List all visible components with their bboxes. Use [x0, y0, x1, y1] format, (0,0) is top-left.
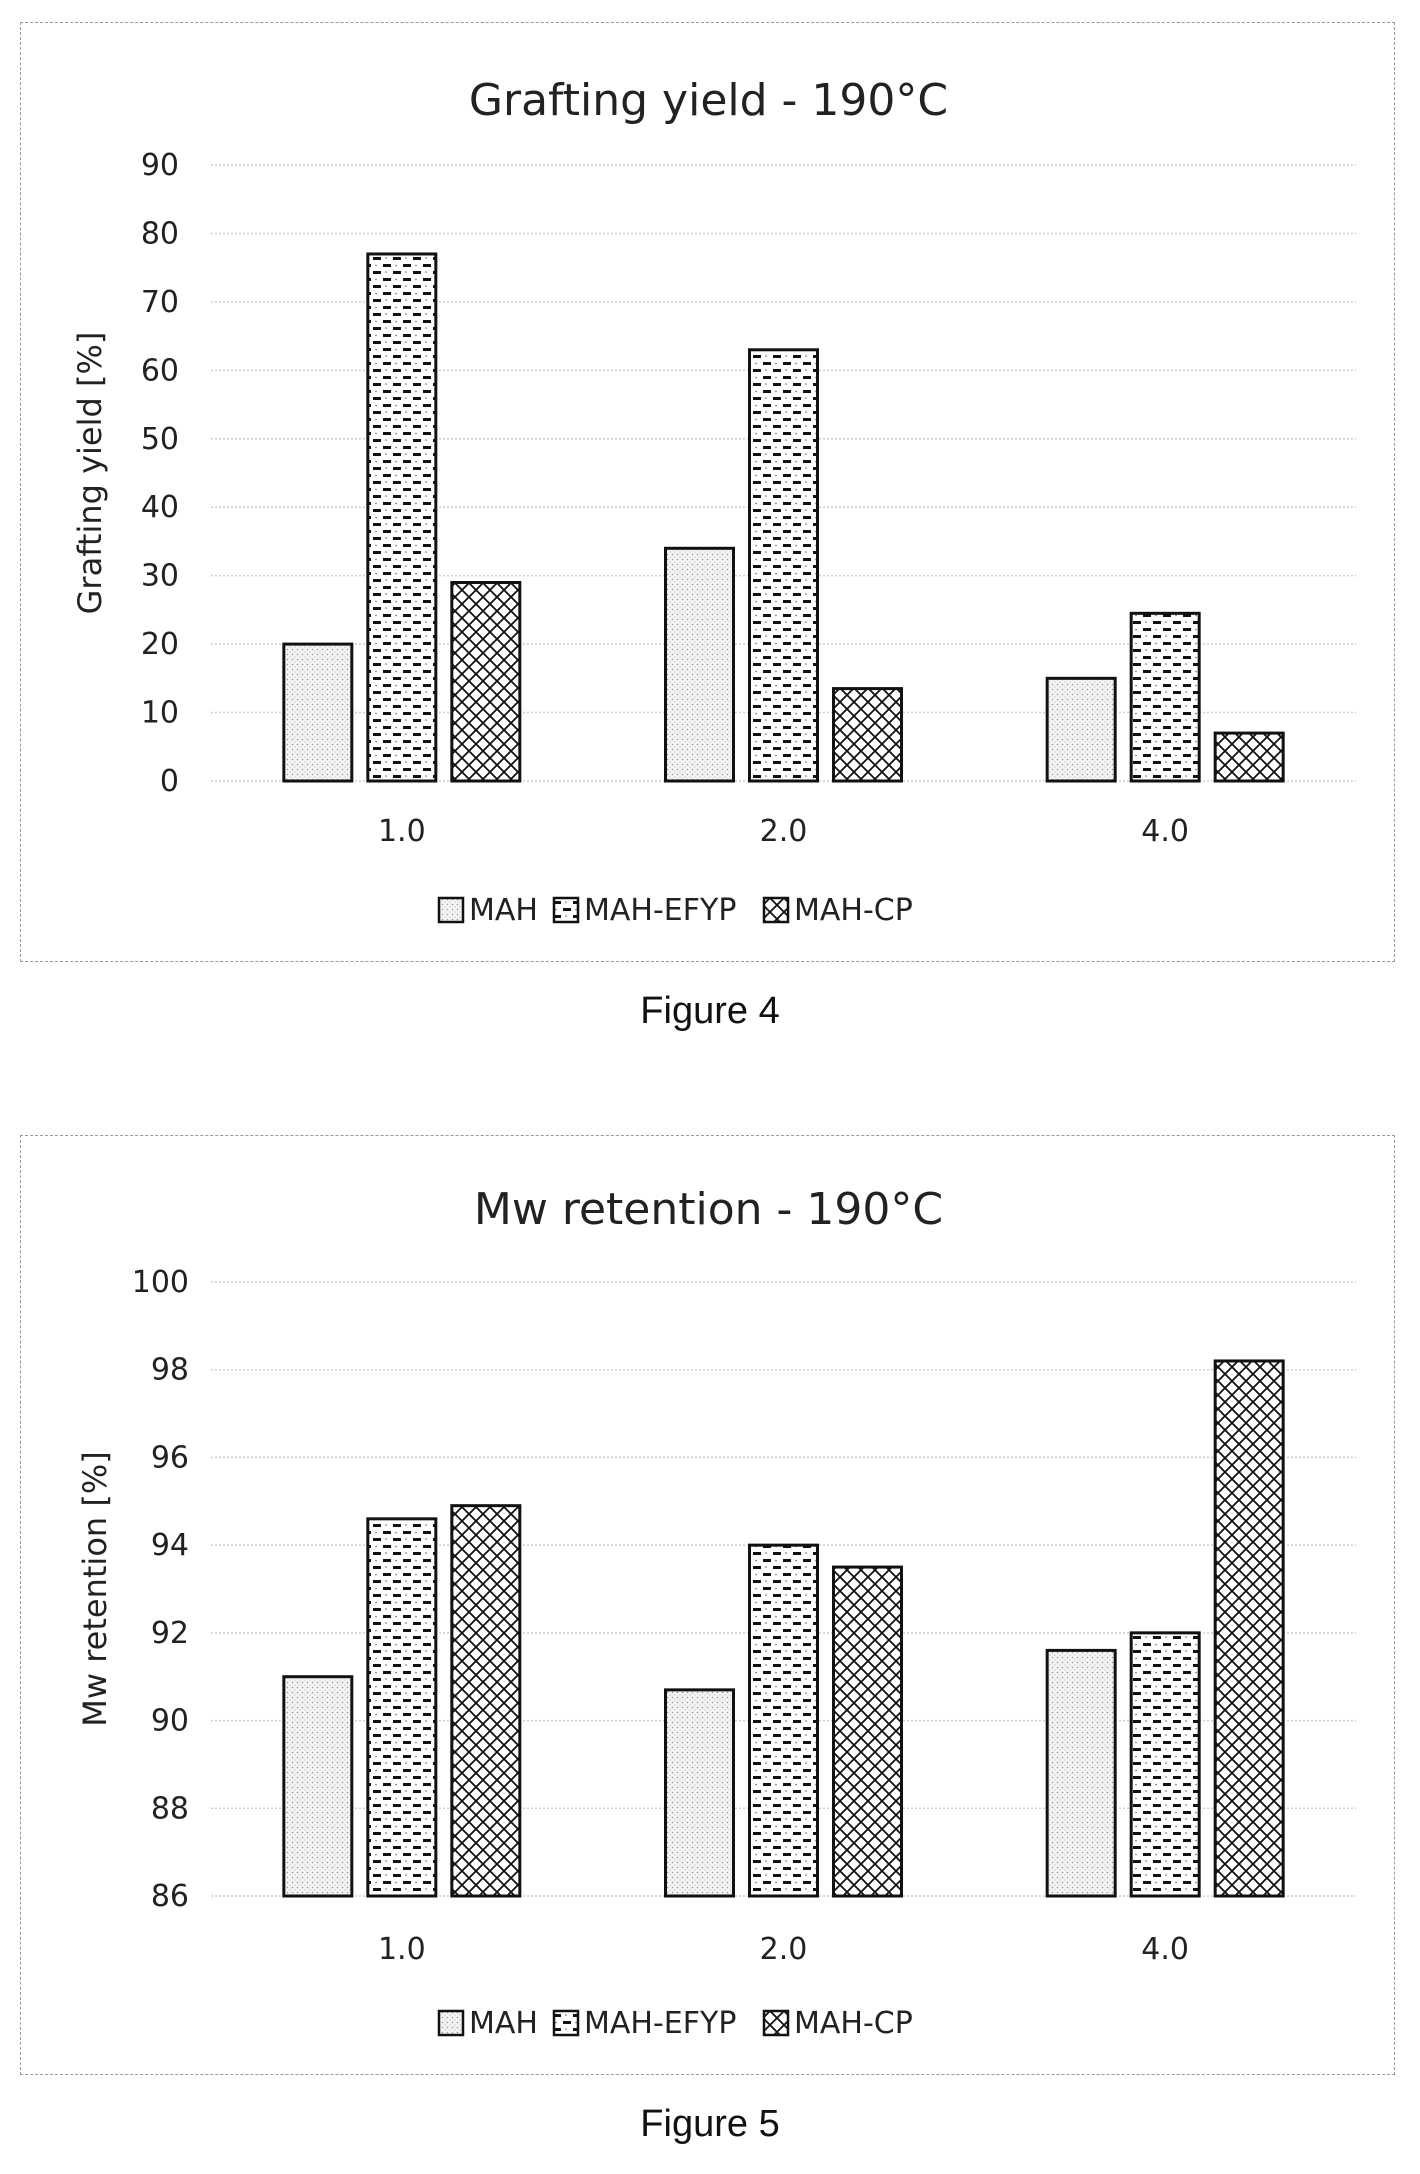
- chart-title: Mw retention - 190°C: [474, 1184, 943, 1235]
- bar-mah-cp-2.0: [832, 687, 903, 783]
- bar-mah-efyp-1.0: [366, 252, 438, 783]
- chart-mw-retention-svg: Mw retention - 190°C 86 88 90 92 94 96 98 100 Mw …: [76, 1184, 1356, 2041]
- y-tick-label: 70: [141, 285, 179, 320]
- bar-mah-1.0: [282, 642, 354, 783]
- y-tick-label: 98: [151, 1353, 189, 1388]
- legend-swatch-mah-cp: [762, 2009, 790, 2037]
- y-tick-label: 0: [160, 764, 179, 799]
- bar-mah-efyp-1.0: [366, 1517, 438, 1898]
- x-category-label: 2.0: [760, 814, 808, 849]
- y-tick-label: 40: [141, 490, 179, 525]
- bar-mah-2.0: [664, 546, 735, 783]
- bar-mah-1.0: [282, 1675, 354, 1898]
- bar-mah-4.0: [1045, 676, 1117, 783]
- y-tick-label: 96: [151, 1440, 189, 1475]
- bar-mah-cp-1.0: [450, 1504, 522, 1898]
- legend-label-mah: MAH: [469, 2006, 538, 2041]
- chart-grafting-yield-svg: Grafting yield - 190°C 0 10 20 30 40 50 60 70 80 9…: [71, 75, 1356, 928]
- bar-mah-cp-2.0: [832, 1565, 903, 1898]
- x-category-label: 2.0: [760, 1932, 808, 1967]
- legend-label-mah-efyp: MAH-EFYP: [584, 893, 736, 928]
- bar-mah-cp-4.0: [1213, 731, 1285, 783]
- bar-mah-efyp-2.0: [748, 348, 819, 783]
- bar-mah-efyp-2.0: [748, 1543, 819, 1898]
- y-tick-label: 90: [151, 1704, 189, 1739]
- chart-grafting-yield: Grafting yield - 190°C 0 10 20 30 40 50 60 70 80 9…: [20, 22, 1395, 962]
- y-tick-label: 86: [151, 1879, 189, 1914]
- legend-label-mah-cp: MAH-CP: [794, 2006, 913, 2041]
- y-tick-label: 80: [141, 216, 179, 251]
- y-tick-label: 94: [151, 1528, 189, 1563]
- legend-swatch-mah-efyp: [552, 2009, 580, 2037]
- y-tick-label: 100: [132, 1265, 189, 1300]
- chart-mw-retention: Mw retention - 190°C 86 88 90 92 94 96 98 100 Mw …: [20, 1135, 1395, 2075]
- legend-swatch-mah: [437, 896, 465, 924]
- y-axis-label: Mw retention [%]: [76, 1451, 114, 1726]
- y-tick-label: 88: [151, 1791, 189, 1826]
- x-category-label: 1.0: [378, 814, 426, 849]
- x-category-label: 4.0: [1141, 1932, 1189, 1967]
- bar-mah-2.0: [664, 1688, 735, 1898]
- legend-label-mah-efyp: MAH-EFYP: [584, 2006, 736, 2041]
- bar-mah-efyp-4.0: [1129, 1631, 1201, 1898]
- y-tick-label: 60: [141, 353, 179, 388]
- legend-swatch-mah-efyp: [552, 896, 580, 924]
- y-tick-label: 30: [141, 559, 179, 594]
- bar-mah-efyp-4.0: [1129, 611, 1201, 783]
- figure-5-caption: Figure 5: [640, 2103, 780, 2145]
- y-tick-label: 10: [141, 696, 179, 731]
- bar-mah-4.0: [1045, 1648, 1117, 1898]
- y-tick-label: 90: [141, 148, 179, 183]
- chart-title: Grafting yield - 190°C: [469, 75, 948, 126]
- bar-mah-cp-1.0: [450, 581, 522, 783]
- y-axis-label: Grafting yield [%]: [71, 332, 109, 615]
- legend-label-mah: MAH: [469, 893, 538, 928]
- x-category-label: 1.0: [378, 1932, 426, 1967]
- x-category-label: 4.0: [1141, 814, 1189, 849]
- bar-mah-cp-4.0: [1213, 1359, 1285, 1898]
- y-tick-label: 20: [141, 627, 179, 662]
- y-tick-label: 50: [141, 422, 179, 457]
- legend-label-mah-cp: MAH-CP: [794, 893, 913, 928]
- y-tick-label: 92: [151, 1616, 189, 1651]
- legend-swatch-mah-cp: [762, 896, 790, 924]
- legend-swatch-mah: [437, 2009, 465, 2037]
- figure-4-caption: Figure 4: [640, 990, 780, 1032]
